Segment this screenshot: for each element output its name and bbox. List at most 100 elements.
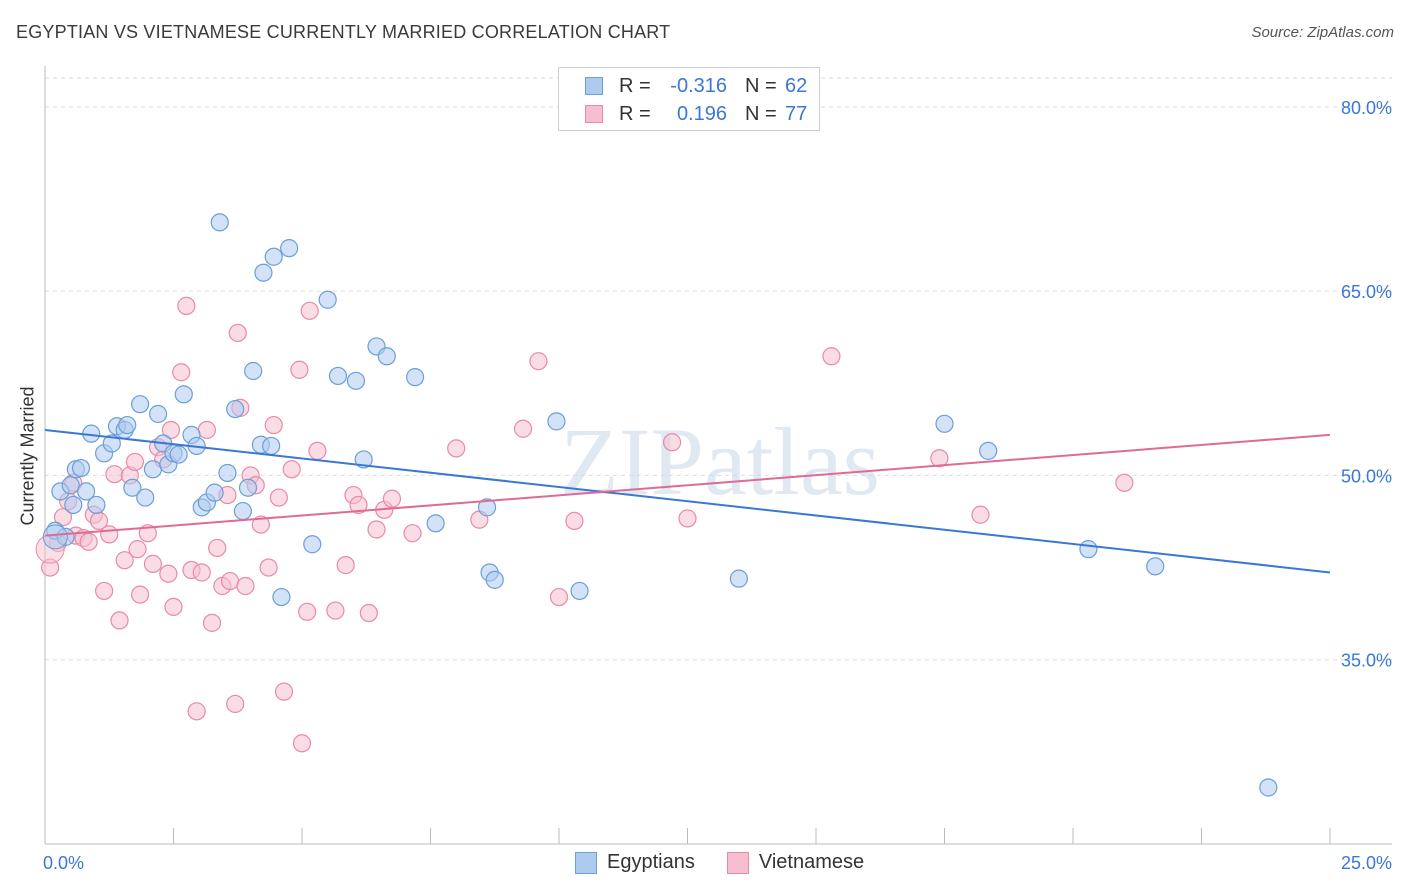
legend-row-vietnamese: R = 0.196 N = 77 — [585, 100, 807, 128]
n-label: N = — [745, 74, 777, 97]
egyptians-point — [64, 495, 83, 515]
n-label: N = — [745, 102, 777, 125]
vietnamese-trend-line — [44, 433, 1331, 537]
egyptians-point — [174, 385, 193, 404]
egyptians-point — [935, 414, 954, 433]
vietnamese-point — [251, 515, 270, 534]
egyptians-point — [61, 476, 80, 495]
vietnamese-point — [159, 564, 178, 583]
egyptians-point — [136, 488, 155, 507]
y-axis-label: Currently Married — [17, 386, 38, 526]
egyptians-point — [729, 569, 749, 588]
legend-item-vietnamese[interactable]: Vietnamese — [726, 851, 864, 874]
vietnamese-point — [447, 439, 466, 458]
vietnamese-point — [105, 465, 124, 484]
vietnamese-point — [202, 613, 222, 632]
r-label: R = — [619, 74, 651, 97]
vietnamese-point — [326, 601, 345, 620]
egyptians-point — [264, 247, 283, 266]
egyptians-point — [71, 458, 91, 478]
vietnamese-point — [1115, 473, 1134, 492]
egyptians-point — [143, 460, 163, 479]
vietnamese-point — [565, 511, 584, 530]
r-value: 0.196 — [676, 102, 727, 125]
vietnamese-point — [125, 452, 145, 472]
vietnamese-point — [226, 694, 245, 714]
r-value: -0.316 — [670, 74, 727, 97]
vietnamese-point — [274, 682, 294, 701]
vietnamese-point — [115, 551, 134, 570]
egyptians-point — [87, 495, 106, 515]
legend-item-egyptians[interactable]: Egyptians — [575, 851, 695, 874]
egyptians-point — [570, 581, 589, 601]
egyptians-point — [979, 441, 998, 460]
vietnamese-point — [359, 603, 378, 623]
egyptians-point — [130, 395, 150, 414]
vietnamese-point — [79, 532, 98, 551]
x-tick-label: 25.0% — [1341, 853, 1392, 873]
egyptians-point — [233, 501, 252, 521]
vietnamese-point — [930, 449, 949, 468]
x-tick-label: 0.0% — [43, 853, 84, 873]
vietnamese-point — [95, 581, 114, 601]
egyptians-point — [226, 399, 245, 419]
egyptians-point — [272, 587, 291, 607]
vietnamese-point — [192, 563, 211, 582]
vietnamese-point — [367, 520, 386, 539]
vietnamese-point — [290, 360, 309, 379]
vietnamese-point — [264, 415, 283, 435]
vietnamese-point — [220, 571, 240, 591]
vietnamese-point — [382, 489, 402, 508]
vietnamese-points — [35, 296, 1134, 753]
vietnamese-point — [172, 363, 191, 382]
source-label: Source: ZipAtlas.com — [1251, 24, 1394, 41]
n-value: 62 — [785, 74, 808, 97]
egyptians-point — [218, 463, 237, 483]
egyptians-point — [102, 434, 121, 453]
vietnamese-point — [269, 488, 288, 507]
egyptians-point — [318, 290, 337, 309]
egyptians-point — [485, 570, 504, 589]
vietnamese-point — [282, 460, 301, 479]
egyptians-point — [346, 371, 366, 390]
egyptians-point — [118, 415, 137, 435]
egyptians-point — [205, 483, 224, 502]
correlation-legend: R = -0.316 N = 62 R = 0.196 N = 77 — [558, 67, 820, 131]
tick-labels: 35.0% 50.0% 65.0% 80.0% 0.0% 25.0% — [43, 98, 1392, 873]
egyptians-point — [244, 361, 263, 381]
egyptians-label: Egyptians — [607, 851, 695, 873]
vietnamese-point — [130, 585, 150, 604]
vietnamese-point — [177, 296, 196, 315]
axes — [44, 66, 1392, 845]
egyptians-point — [123, 478, 142, 497]
egyptians-swatch — [585, 77, 603, 95]
vietnamese-point — [100, 525, 119, 544]
vietnamese-point — [292, 734, 312, 753]
y-tick-label: 50.0% — [1341, 466, 1392, 486]
y-tick-label: 65.0% — [1341, 282, 1392, 302]
egyptians-point — [405, 368, 425, 387]
egyptians-point — [148, 404, 168, 424]
egyptians-point — [1079, 540, 1098, 559]
egyptians-points — [42, 213, 1278, 797]
vietnamese-point — [236, 576, 255, 596]
egyptians-point — [1146, 557, 1165, 576]
egyptians-point — [238, 478, 258, 497]
egyptians-point — [42, 524, 68, 550]
vietnamese-point — [110, 611, 129, 630]
vietnamese-point — [529, 352, 548, 371]
vietnamese-swatch — [585, 105, 603, 123]
trend-lines — [44, 428, 1331, 574]
egyptians-point — [426, 514, 445, 533]
vietnamese-point — [208, 538, 227, 558]
vietnamese-point — [197, 420, 217, 440]
egyptians-point — [1259, 778, 1278, 797]
egyptians-point — [477, 498, 497, 517]
vietnamese-swatch — [726, 851, 749, 874]
egyptians-trend-line — [44, 428, 1331, 574]
egyptians-point — [377, 347, 396, 366]
vietnamese-point — [513, 419, 533, 438]
y-tick-label: 80.0% — [1341, 98, 1392, 118]
egyptians-point — [169, 445, 188, 464]
